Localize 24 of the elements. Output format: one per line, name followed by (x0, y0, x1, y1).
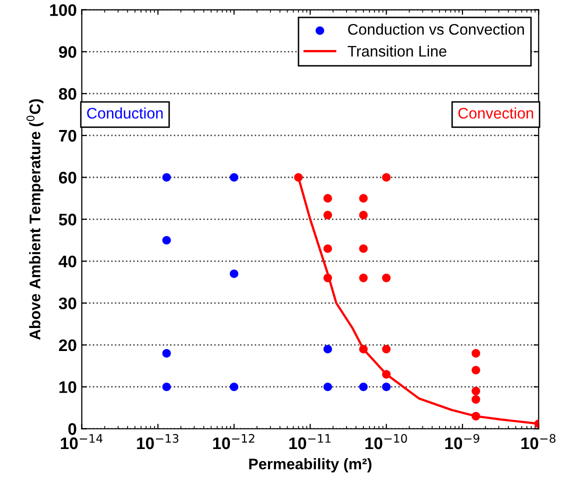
y-tick-label: 30 (58, 297, 76, 310)
legend-label: Conduction vs Convection (348, 24, 524, 35)
y-tick-label: 60 (58, 172, 76, 184)
y-tick-label: 20 (58, 339, 76, 352)
y-tick-label: 10 (59, 381, 76, 394)
y-tick-label: 100 (50, 4, 76, 16)
x-tick-label: 10$^{−14}$ (60, 434, 103, 450)
y-axis-title: Above Ambient Temperature ($^{0}$C) (26, 99, 44, 340)
x-tick-label: 10$^{−13}$ (137, 434, 178, 450)
legend-label: Transition Line (348, 45, 446, 57)
y-tick-label: 50 (58, 214, 76, 226)
x-tick-label: 10$^{−9}$ (445, 434, 480, 450)
x-tick-label: 10$^{−8}$ (521, 434, 556, 450)
annotation: Convection (458, 107, 534, 119)
y-tick-label: 90 (58, 46, 76, 58)
x-tick-label: 10$^{−12}$ (213, 434, 254, 450)
x-tick-label: 10$^{−11}$ (289, 434, 331, 450)
y-tick-label: 40 (58, 256, 76, 268)
annotation: Conduction (87, 107, 163, 119)
y-tick-label: 70 (59, 130, 76, 142)
x-axis-title: Permeability (m²) (249, 458, 372, 472)
y-tick-label: 80 (58, 88, 76, 100)
y-tick-label: 0 (68, 423, 76, 435)
x-tick-label: 10$^{−10}$ (365, 434, 407, 450)
